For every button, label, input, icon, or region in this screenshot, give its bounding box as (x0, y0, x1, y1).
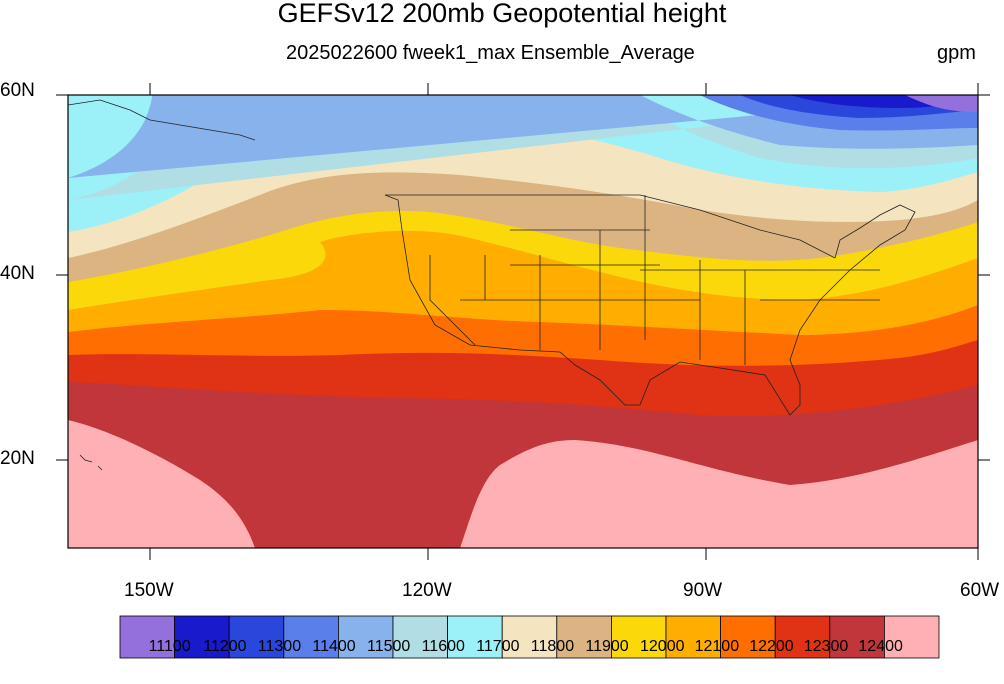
lat-label-20n: 20N (0, 448, 35, 469)
lon-label-60w: 60W (960, 580, 1000, 601)
colorbar-tick-label: 12300 (803, 638, 849, 655)
colorbar-tick-label: 11600 (421, 638, 465, 655)
colorbar-tick-label: 12000 (640, 638, 685, 655)
colorbar-tick-label: 11500 (367, 638, 411, 655)
tick-marks (56, 83, 990, 560)
colorbar-tick-label: 12200 (749, 638, 794, 655)
band-11000 (905, 95, 978, 112)
band-11400 (68, 95, 978, 178)
colorbar-tick-label: 11300 (257, 638, 302, 655)
colorbar-tick-label: 11400 (312, 638, 356, 655)
colorbar-tick-label: 12400 (858, 638, 903, 655)
lon-label-150w: 150W (124, 580, 174, 601)
map-title: GEFSv12 200mb Geopotential height (277, 0, 727, 28)
coastline-layer (68, 99, 916, 471)
colorbar-tick-label: 11100 (148, 638, 191, 655)
contour-fill-layer (68, 95, 978, 548)
lon-label-120w: 120W (402, 580, 452, 601)
lat-label-60n: 60N (0, 80, 35, 101)
plot-frame (67, 94, 979, 549)
units-label: gpm (937, 42, 976, 64)
colorbar-tick-label: 12100 (694, 638, 740, 655)
colorbar-tick-label: 11800 (530, 638, 575, 655)
colorbar-tick-label: 11900 (585, 638, 629, 655)
colorbar-tick-label: 11200 (203, 638, 247, 655)
lon-label-90w: 90W (683, 580, 723, 601)
map-subtitle: 2025022600 fweek1_max Ensemble_Average (286, 42, 695, 64)
lat-label-40n: 40N (0, 263, 35, 284)
colorbar-tick-label: 11700 (476, 638, 520, 655)
